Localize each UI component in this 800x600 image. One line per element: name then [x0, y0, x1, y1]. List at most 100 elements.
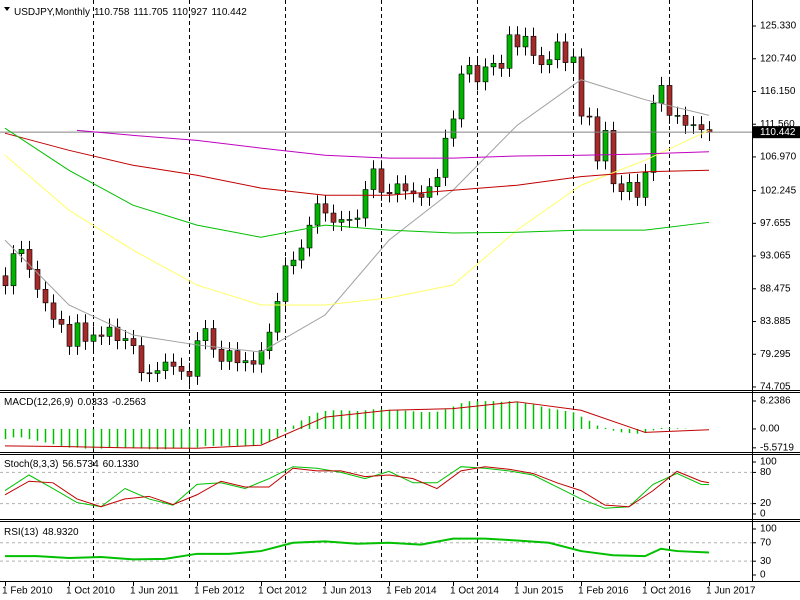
- candle-body: [106, 326, 113, 337]
- indicator-line: [4, 466, 710, 508]
- y-tick-label: 0: [760, 509, 766, 520]
- candle-body: [50, 302, 57, 320]
- x-tick-label: 1 Oct 2014: [450, 586, 499, 597]
- candle-body: [698, 124, 705, 130]
- x-tick-label: 1 Jun 2017: [706, 586, 756, 597]
- x-tick-label: 1 Oct 2010: [66, 586, 115, 597]
- candle-body: [354, 217, 361, 220]
- indicator-line: [4, 129, 710, 306]
- header-value: -0.2563: [112, 397, 146, 408]
- indicator-line: [4, 466, 710, 509]
- candle-body: [386, 192, 393, 195]
- candle-body: [634, 182, 641, 198]
- y-tick-label: 100: [760, 457, 777, 468]
- candle-body: [474, 65, 481, 83]
- indicator-line: [5, 537, 710, 561]
- candle-body: [434, 177, 441, 187]
- x-tick-label: 1 Feb 2014: [386, 586, 437, 597]
- candle-body: [66, 323, 73, 347]
- dropdown-icon: [4, 7, 10, 11]
- x-tick-label: 1 Oct 2016: [642, 586, 691, 597]
- candle-body: [546, 59, 553, 66]
- indicator-line: [76, 129, 710, 159]
- candle-body: [130, 338, 137, 346]
- y-tick-label: 80: [760, 467, 772, 478]
- candle-body: [562, 41, 569, 63]
- y-tick-label: 30: [760, 556, 772, 567]
- candle-body: [690, 124, 697, 126]
- panel-header: MACD(12,26,9) 0.0333 -0.2563: [4, 397, 146, 408]
- y-tick-label: 93.065: [760, 251, 791, 262]
- candle-body: [266, 331, 273, 351]
- candle-body: [226, 350, 233, 362]
- candle-body: [378, 168, 385, 193]
- candle-body: [10, 253, 17, 287]
- y-tick-label: 102.245: [760, 185, 797, 196]
- candle-body: [122, 338, 129, 341]
- panel-header: USDJPY,Monthly 110.758 111.705 110.927 110.4…: [14, 7, 247, 18]
- candle-body: [538, 55, 545, 66]
- x-tick-label: 1 Feb 2010: [2, 586, 53, 597]
- candle-body: [338, 219, 345, 223]
- x-tick-label: 1 Feb 2016: [578, 586, 629, 597]
- candle-body: [450, 118, 457, 139]
- header-value: 60.1330: [103, 459, 140, 470]
- panel-header: Stoch(8,3,3) 56.5734 60.1330: [4, 459, 139, 470]
- header-value: 56.5734: [62, 459, 99, 470]
- header-value: 111.705: [133, 7, 168, 18]
- candle-body: [98, 334, 105, 337]
- y-tick-label: 0.00: [760, 424, 780, 435]
- header-value: 110.758: [94, 7, 130, 18]
- y-tick-label: 70: [760, 537, 772, 548]
- candle-body: [586, 115, 593, 118]
- candle-body: [658, 85, 665, 104]
- candle-body: [162, 361, 169, 371]
- y-tick-label: 97.655: [760, 218, 791, 229]
- y-tick-label: 88.475: [760, 283, 791, 294]
- x-tick-label: 1 Jun 2011: [130, 586, 179, 597]
- indicator-line: [4, 132, 710, 196]
- candle-body: [458, 73, 465, 120]
- y-tick-label: 0: [760, 570, 766, 581]
- panel-title: MACD(12,26,9): [4, 397, 73, 408]
- candle-body: [650, 102, 657, 173]
- candle-body: [138, 345, 145, 374]
- candle-body: [346, 219, 353, 221]
- candle-body: [498, 63, 505, 69]
- candle-body: [578, 56, 585, 117]
- indicator-line: [4, 401, 710, 449]
- y-tick-label: 100: [760, 524, 777, 535]
- frame: [0, 0, 800, 582]
- candle-body: [58, 318, 65, 325]
- candle-body: [594, 116, 601, 162]
- candle-body: [274, 301, 281, 333]
- candle-body: [306, 224, 313, 249]
- y-tick-label: -5.5719: [760, 442, 794, 453]
- candle-body: [322, 203, 329, 214]
- candle-body: [170, 361, 177, 367]
- candle-body: [314, 203, 321, 226]
- panel: 125.330 120.740 116.150 111.560 106.970 102.2…: [0, 7, 800, 597]
- x-tick-label: 1 Feb 2012: [194, 586, 245, 597]
- candle-body: [82, 322, 89, 342]
- candle-body: [610, 130, 617, 185]
- candle-body: [330, 212, 337, 223]
- candle-body: [482, 66, 489, 83]
- candle-body: [602, 130, 609, 162]
- candle-body: [298, 247, 305, 261]
- candle-body: [394, 183, 401, 195]
- header-value: 48.9320: [42, 527, 79, 538]
- candle-body: [74, 322, 81, 347]
- candle-body: [242, 360, 249, 364]
- header-value: 0.0333: [77, 397, 108, 408]
- panel-header: RSI(13) 48.9320: [4, 527, 79, 538]
- candle-body: [570, 56, 577, 63]
- candle-body: [234, 350, 241, 364]
- panel-title: RSI(13): [4, 527, 38, 538]
- candle-body: [554, 41, 561, 61]
- candle-body: [178, 366, 185, 372]
- candle-body: [530, 35, 537, 56]
- y-tick-label: 106.970: [760, 152, 797, 163]
